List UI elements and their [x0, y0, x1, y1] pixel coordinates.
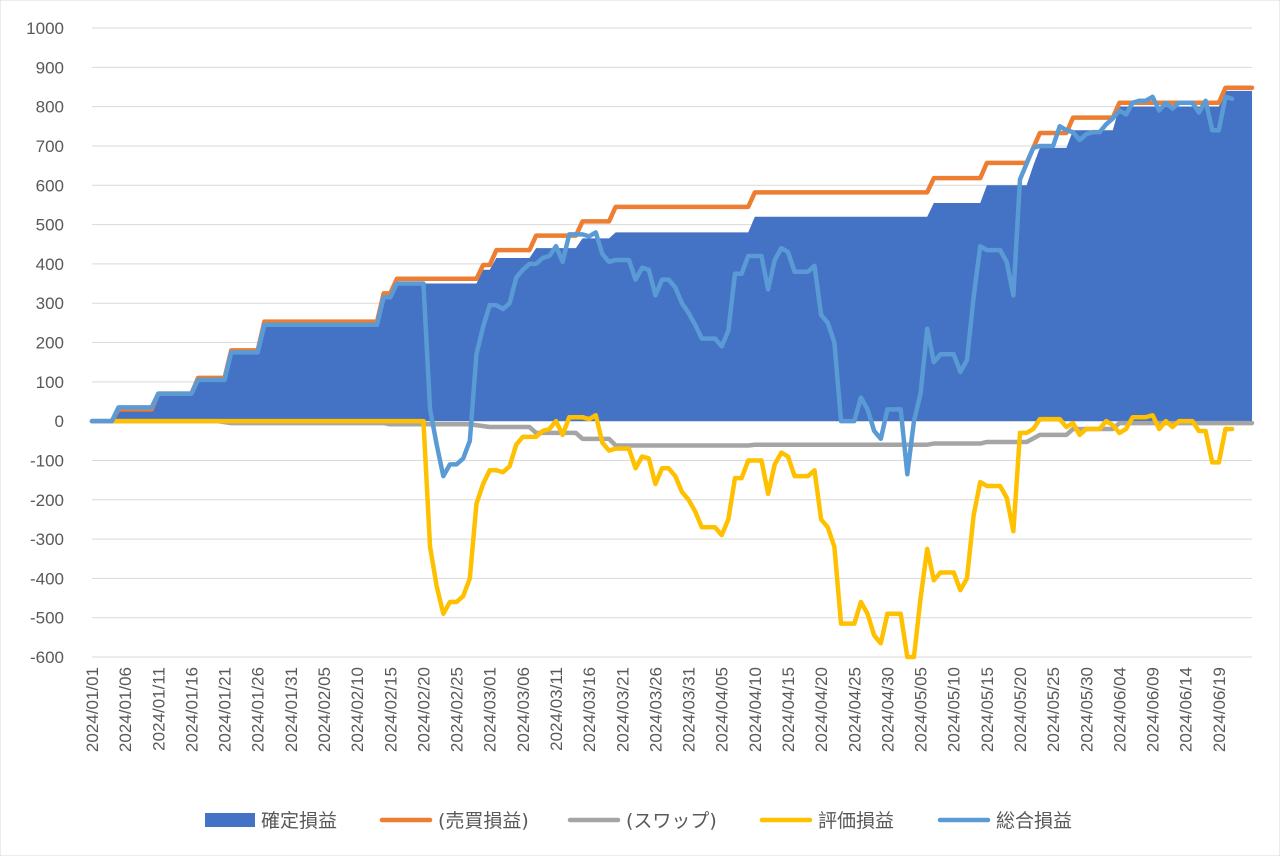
- y-tick-label: -200: [30, 491, 64, 510]
- y-tick-label: -400: [30, 569, 64, 588]
- x-tick-label: 2024/03/26: [646, 667, 665, 752]
- x-tick-label: 2024/03/01: [481, 667, 500, 752]
- series-line-4: [89, 94, 1235, 479]
- y-tick-label: 500: [36, 216, 64, 235]
- x-tick-label: 2024/02/25: [448, 667, 467, 752]
- x-tick-label: 2024/06/19: [1210, 667, 1229, 752]
- x-tick-label: 2024/01/06: [116, 667, 135, 752]
- line-layer: [89, 85, 1255, 660]
- x-tick-label: 2024/02/05: [315, 667, 334, 752]
- y-tick-label: -100: [30, 451, 64, 470]
- y-tick-label: 1000: [26, 19, 64, 38]
- area-layer: [92, 90, 1252, 422]
- x-tick-label: 2024/05/05: [912, 667, 931, 752]
- x-tick-label: 2024/03/16: [580, 667, 599, 752]
- x-tick-label: 2024/06/09: [1144, 667, 1163, 752]
- x-tick-label: 2024/04/15: [779, 667, 798, 752]
- x-tick-label: 2024/01/26: [249, 667, 268, 752]
- axis-layer: 10009008007006005004003002001000-100-200…: [26, 19, 1229, 752]
- x-tick-label: 2024/02/15: [381, 667, 400, 752]
- legend-swatch: [205, 813, 255, 827]
- x-tick-label: 2024/04/20: [812, 667, 831, 752]
- y-tick-label: 800: [36, 98, 64, 117]
- x-tick-label: 2024/04/25: [845, 667, 864, 752]
- legend: 確定損益 (売買損益) (スワップ) 評価損益 総合損益: [205, 810, 1072, 832]
- x-tick-label: 2024/04/05: [713, 667, 732, 752]
- x-tick-label: 2024/04/30: [878, 667, 897, 752]
- legend-label: 確定損益: [261, 810, 337, 832]
- x-tick-label: 2024/05/15: [978, 667, 997, 752]
- y-tick-label: 300: [36, 294, 64, 313]
- x-tick-label: 2024/05/25: [1044, 667, 1063, 752]
- x-tick-label: 2024/01/01: [83, 667, 102, 752]
- x-tick-label: 2024/06/14: [1177, 667, 1196, 752]
- y-tick-label: -600: [30, 648, 64, 667]
- x-tick-label: 2024/03/31: [680, 667, 699, 752]
- legend-label: 総合損益: [996, 810, 1072, 832]
- x-tick-label: 2024/02/10: [348, 667, 367, 752]
- x-tick-label: 2024/03/21: [613, 667, 632, 752]
- x-tick-label: 2024/01/16: [182, 667, 201, 752]
- x-tick-label: 2024/01/11: [149, 667, 168, 751]
- x-tick-label: 2024/04/10: [746, 667, 765, 752]
- y-tick-label: 900: [36, 58, 64, 77]
- y-tick-label: 200: [36, 334, 64, 353]
- legend-label: (売買損益): [438, 810, 529, 832]
- x-tick-label: 2024/03/06: [514, 667, 533, 752]
- x-tick-label: 2024/05/10: [945, 667, 964, 752]
- x-tick-label: 2024/05/30: [1077, 667, 1096, 752]
- y-tick-label: -500: [30, 609, 64, 628]
- y-tick-label: 700: [36, 137, 64, 156]
- x-tick-label: 2024/06/04: [1110, 667, 1129, 752]
- y-tick-label: -300: [30, 530, 64, 549]
- series-area-confirmed: [92, 90, 1252, 422]
- x-tick-label: 2024/03/11: [547, 667, 566, 751]
- x-tick-label: 2024/05/20: [1011, 667, 1030, 752]
- legend-label: 評価損益: [818, 810, 894, 832]
- series-line-2: [89, 418, 1255, 448]
- x-tick-label: 2024/01/31: [282, 667, 301, 752]
- x-tick-label: 2024/02/20: [414, 667, 433, 752]
- y-tick-label: 0: [55, 412, 64, 431]
- y-tick-label: 100: [36, 373, 64, 392]
- y-tick-label: 400: [36, 255, 64, 274]
- legend-label: (スワップ): [626, 810, 717, 832]
- x-tick-label: 2024/01/21: [216, 667, 235, 752]
- series-line-3: [109, 412, 1235, 660]
- y-tick-label: 600: [36, 176, 64, 195]
